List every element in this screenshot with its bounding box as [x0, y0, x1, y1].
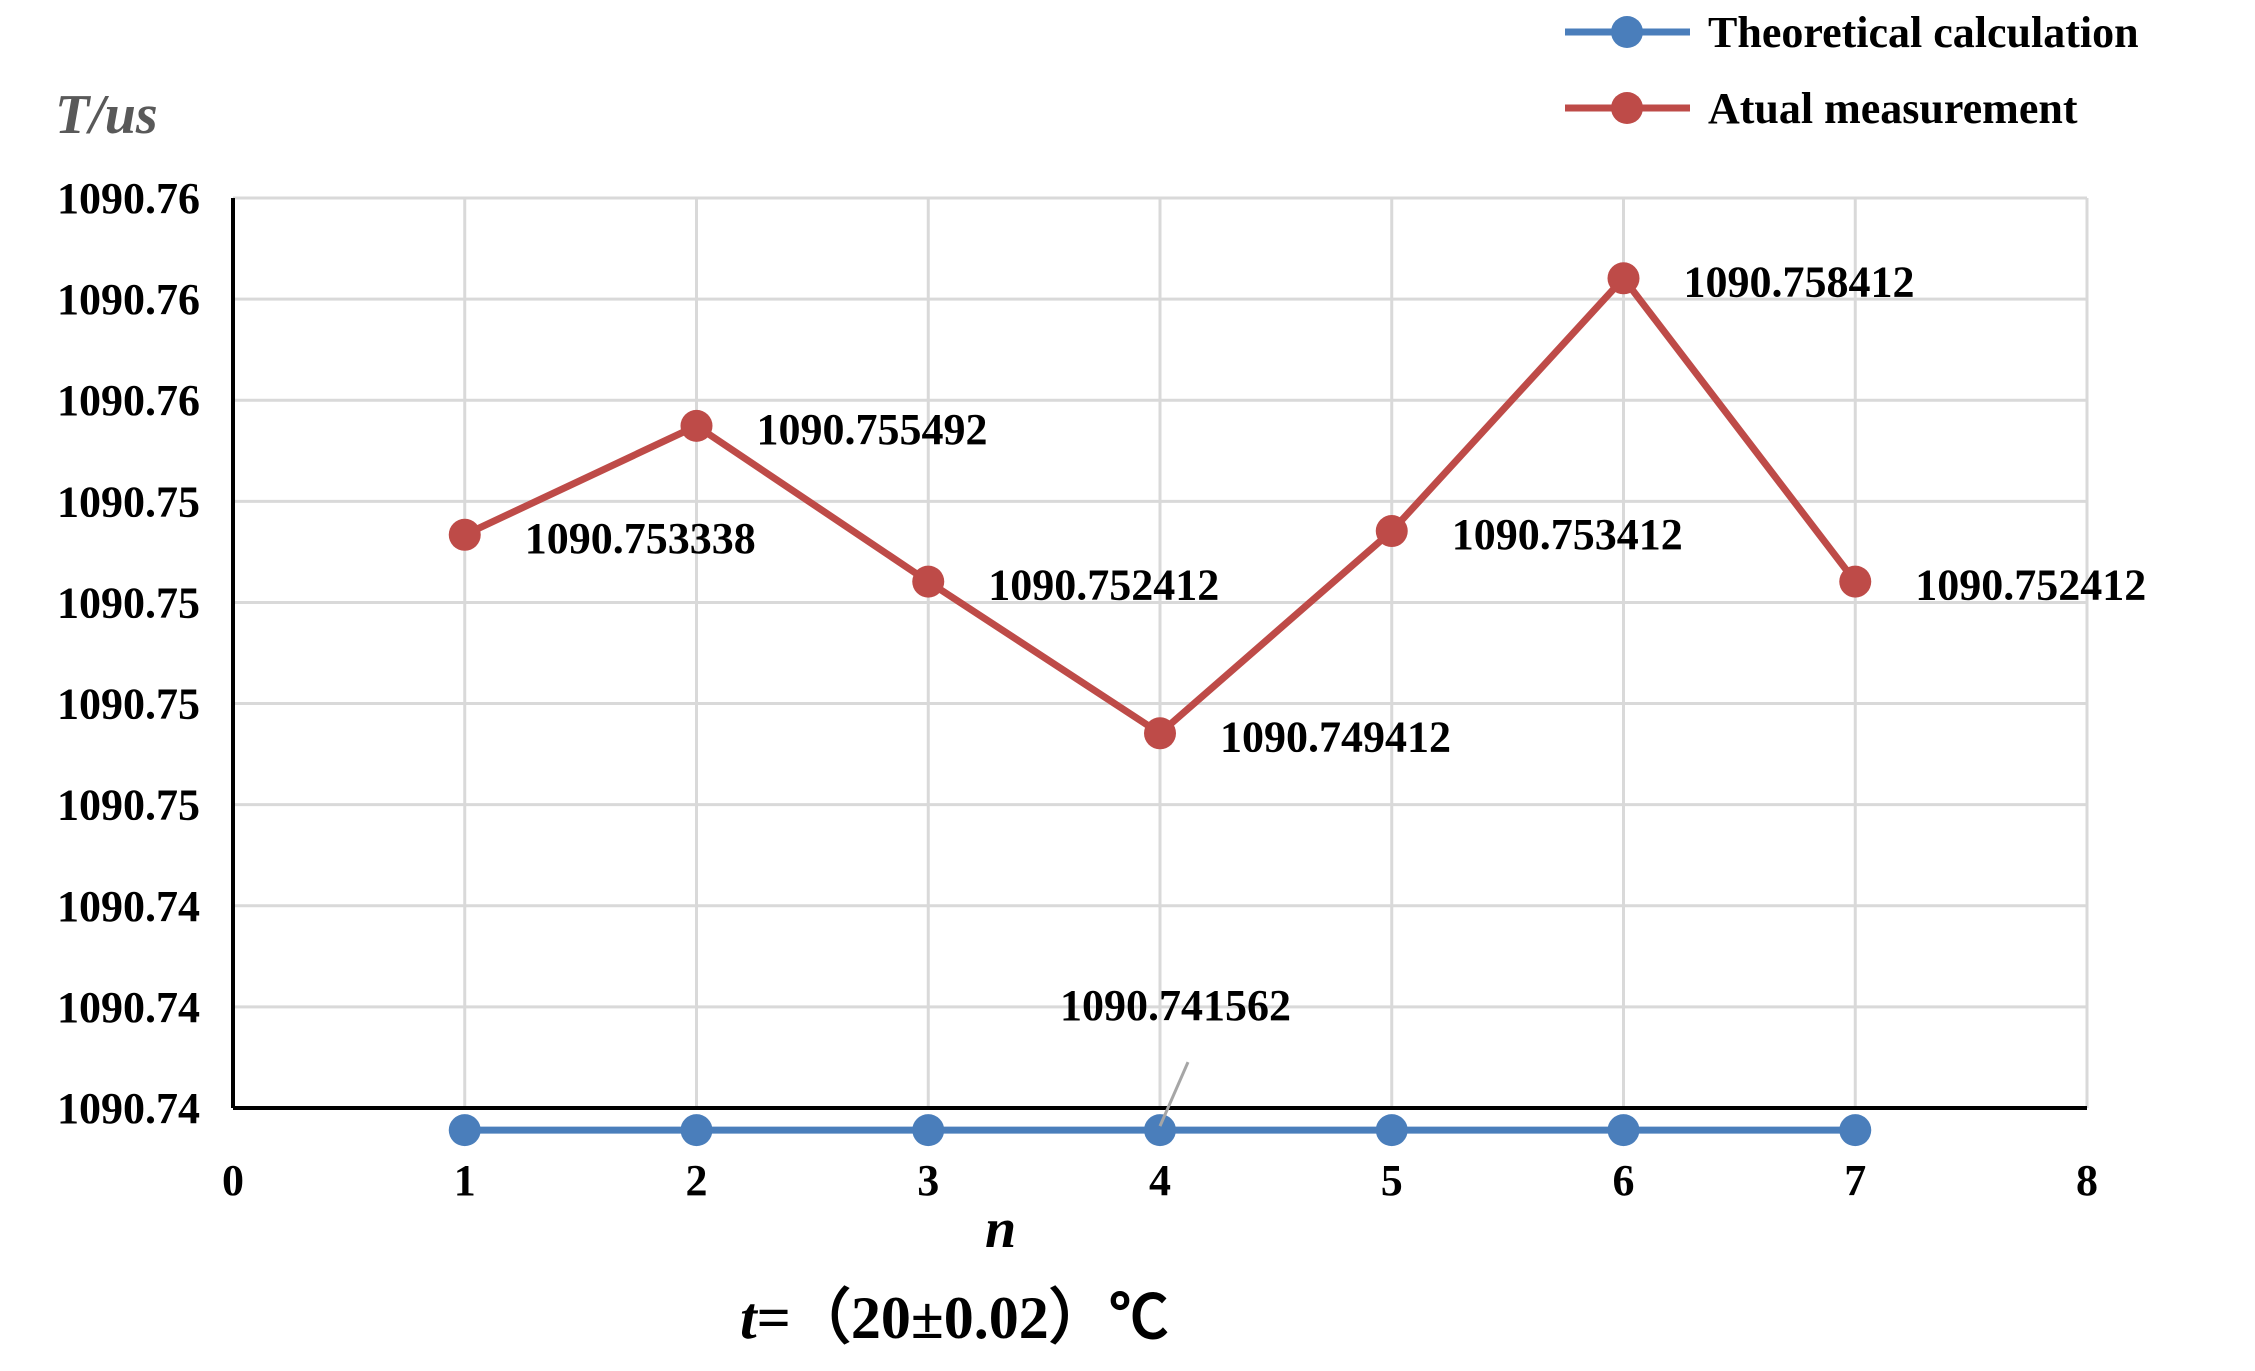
x-tick-label: 8 [2076, 1156, 2098, 1205]
x-tick-label: 1 [454, 1156, 476, 1205]
y-tick-label: 1090.76 [57, 376, 200, 425]
data-point [912, 1114, 945, 1147]
caption-value: =（20±0.02）℃ [757, 1284, 1169, 1351]
leader-line [1158, 1061, 1190, 1127]
data-point [680, 1114, 713, 1147]
y-tick-label: 1090.75 [57, 680, 200, 729]
x-axis-title: n [985, 1198, 1016, 1260]
legend-label: Theoretical calculation [1708, 8, 2139, 57]
data-point [1607, 262, 1640, 295]
data-point [680, 409, 713, 442]
y-tick-label: 1090.76 [57, 174, 200, 223]
data-label: 1090.741562 [1060, 981, 1291, 1030]
data-point [448, 518, 481, 551]
x-tick-label: 2 [686, 1156, 708, 1205]
data-point [448, 1114, 481, 1147]
data-point [1144, 717, 1176, 750]
grid [233, 196, 2089, 1108]
x-tick-label: 4 [1149, 1156, 1171, 1205]
y-tick-label: 1090.74 [57, 882, 200, 931]
x-tick-label: 6 [1613, 1156, 1635, 1205]
legend-label: Atual measurement [1708, 84, 2078, 133]
data-point [912, 565, 945, 598]
caption-variable: t [740, 1285, 759, 1351]
data-label: 1090.755492 [757, 405, 988, 454]
x-tick-labels: 0 1 2 3 4 5 6 7 8 [222, 1156, 2098, 1205]
data-point [1375, 515, 1408, 548]
data-label: 1090.758412 [1684, 257, 1915, 306]
y-tick-label: 1090.75 [57, 578, 200, 627]
y-tick-label: 1090.74 [57, 1084, 200, 1133]
legend-marker [1611, 16, 1643, 48]
series [448, 262, 1872, 1147]
legend-marker [1611, 92, 1643, 124]
data-label: 1090.753338 [525, 514, 756, 563]
y-axis-title: T/us [55, 84, 158, 146]
data-label: 1090.752412 [988, 561, 1219, 610]
data-labels: 1090.741562 1090.753338 1090.755492 1090.75… [525, 257, 2146, 1127]
x-tick-label: 5 [1381, 1156, 1403, 1205]
y-tick-labels: 1090.74 1090.74 1090.74 1090.75 1090.75 1090.… [57, 174, 200, 1133]
data-point [1375, 1114, 1408, 1147]
y-tick-label: 1090.75 [57, 477, 200, 526]
y-tick-label: 1090.74 [57, 983, 200, 1032]
data-label: 1090.749412 [1220, 712, 1451, 761]
data-label: 1090.752412 [1915, 561, 2146, 610]
data-point [1607, 1114, 1640, 1147]
data-point [1144, 1114, 1176, 1147]
x-tick-label: 3 [917, 1156, 939, 1205]
data-point [1839, 565, 1872, 598]
x-tick-label: 0 [222, 1156, 244, 1205]
temperature-caption: t=（20±0.02）℃ [740, 1284, 1169, 1351]
axes [231, 198, 2087, 1110]
data-label: 1090.753412 [1452, 510, 1683, 559]
x-tick-label: 7 [1844, 1156, 1866, 1205]
y-tick-label: 1090.76 [57, 275, 200, 324]
data-point [1839, 1114, 1872, 1147]
legend: Theoretical calculation Atual measurement [1565, 8, 2139, 133]
y-tick-label: 1090.75 [57, 781, 200, 830]
